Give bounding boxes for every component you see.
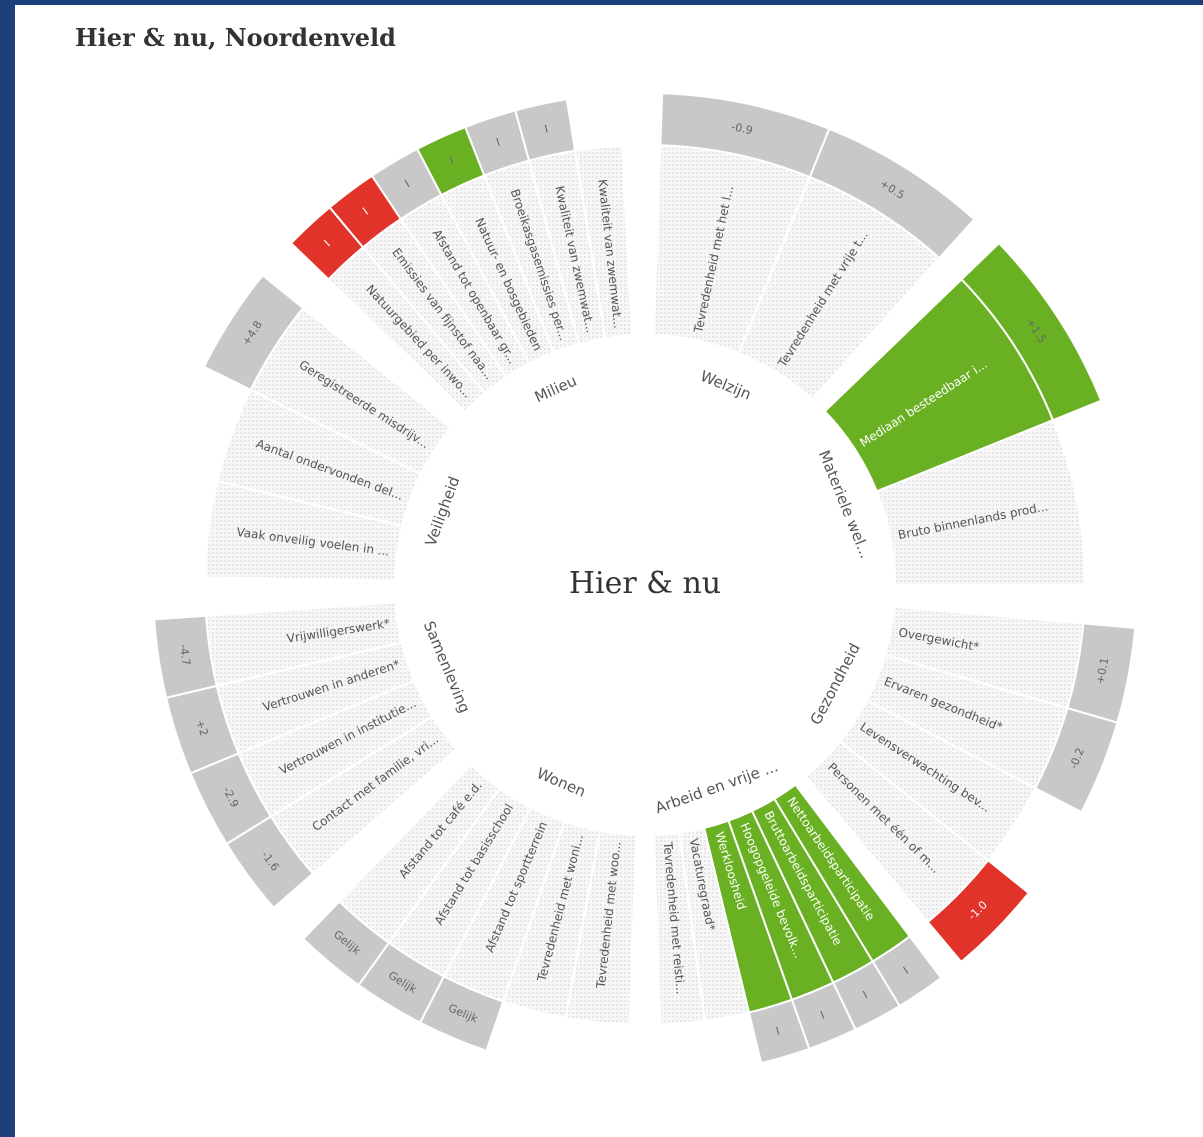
badge-text: I (322, 238, 333, 250)
badge-text: I (543, 122, 549, 135)
sector-label: Samenleving (420, 619, 474, 716)
title: Hier & nu, Noordenveld (75, 23, 396, 52)
badge-text: +0.1 (1094, 657, 1112, 686)
indicator-area (652, 831, 707, 1026)
badge (926, 859, 1031, 964)
badge-text: -4.7 (177, 643, 193, 666)
badge-text: I (447, 154, 455, 167)
badge (1033, 706, 1119, 814)
badge (301, 900, 391, 987)
indicator-area (573, 144, 633, 340)
center-label: Hier & nu (569, 566, 721, 601)
sector-label: Gezondheid (807, 640, 864, 728)
badge (960, 241, 1103, 422)
badge (202, 273, 305, 392)
badge-text: +2 (193, 718, 210, 737)
badge-text: I (774, 1024, 781, 1037)
badge-text: I (360, 205, 370, 217)
badge-text: I (901, 964, 911, 977)
badge-text: I (403, 177, 412, 190)
indicator-area (875, 418, 1087, 586)
badge (808, 127, 976, 260)
badge-text: I (861, 989, 870, 1002)
badge-text: I (494, 136, 501, 149)
sector-label: Veiligheid (422, 474, 464, 549)
badge (153, 614, 218, 699)
sector-label: Milieu (532, 372, 580, 407)
sector-label: Welzijn (698, 367, 754, 404)
badge-text: -0.9 (730, 120, 754, 137)
sector-label: Wonen (534, 764, 588, 801)
badge-text: I (819, 1009, 827, 1022)
